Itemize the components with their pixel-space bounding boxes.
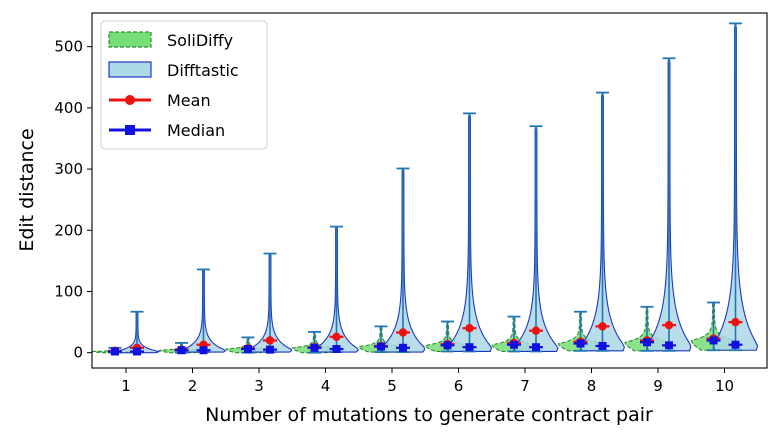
median-marker-solidiffy: [510, 340, 518, 349]
y-axis: 0 100 200 300 400 500: [54, 38, 92, 362]
mean-marker-difftastic: [332, 332, 341, 341]
x-tick-label: 8: [587, 377, 597, 395]
mean-marker-difftastic: [598, 322, 607, 331]
legend-label-mean: Mean: [167, 91, 211, 110]
x-tick-label: 2: [188, 377, 198, 395]
x-tick-label: 5: [387, 377, 397, 395]
y-tick-label: 100: [54, 282, 83, 300]
median-marker-solidiffy: [443, 341, 452, 350]
legend-marker-mean: [125, 95, 135, 105]
median-marker-solidiffy: [643, 338, 651, 347]
median-marker-difftastic: [598, 341, 607, 350]
y-tick-label: 0: [73, 344, 83, 362]
median-marker-solidiffy: [244, 345, 252, 354]
x-tick-label: 4: [321, 377, 331, 395]
median-marker-solidiffy: [709, 336, 718, 345]
plot-frame: [91, 12, 768, 369]
mean-marker-difftastic: [664, 320, 674, 330]
x-axis-label: Number of mutations to generate contract…: [205, 404, 653, 426]
mean-marker-difftastic: [531, 326, 541, 335]
median-marker-difftastic: [199, 346, 208, 355]
x-axis: 1 2 3 4 5 6 7 8 9 10: [121, 368, 734, 395]
median-marker-difftastic: [266, 345, 274, 354]
mean-marker-difftastic: [465, 324, 474, 333]
x-tick-label: 9: [653, 377, 663, 395]
legend: SoliDiffy Difftastic Mean Median: [100, 20, 268, 150]
legend-label-median: Median: [167, 121, 225, 140]
legend-swatch-difftastic: [108, 61, 152, 78]
legend-box: [100, 20, 268, 150]
y-tick-label: 300: [54, 160, 83, 178]
mean-marker-difftastic: [265, 336, 275, 345]
stats-layer: [108, 22, 743, 356]
y-tick-label: 200: [54, 221, 83, 239]
y-tick-label: 500: [54, 38, 83, 56]
median-marker-solidiffy: [310, 343, 319, 352]
median-marker-difftastic: [532, 343, 540, 352]
legend-marker-median: [125, 125, 135, 135]
median-marker-difftastic: [133, 347, 141, 356]
y-tick-label: 400: [54, 99, 83, 117]
median-marker-difftastic: [399, 343, 407, 352]
median-marker-solidiffy: [576, 339, 585, 348]
median-marker-difftastic: [731, 340, 740, 349]
x-tick-label: 6: [454, 377, 464, 395]
median-marker-solidiffy: [177, 346, 186, 355]
legend-label-solidiffy: SoliDiffy: [167, 31, 233, 50]
x-tick-label: 10: [715, 377, 734, 395]
median-marker-solidiffy: [111, 347, 119, 356]
mean-marker-difftastic: [398, 328, 408, 337]
y-axis-label: Edit distance: [16, 128, 38, 251]
mean-marker-difftastic: [731, 317, 740, 327]
median-marker-difftastic: [332, 345, 341, 354]
x-tick-label: 1: [121, 377, 131, 395]
legend-swatch-solidiffy: [108, 31, 152, 48]
x-tick-label: 3: [254, 377, 264, 395]
median-marker-solidiffy: [377, 342, 385, 351]
median-marker-difftastic: [465, 343, 474, 352]
median-marker-difftastic: [665, 341, 673, 350]
x-tick-label: 7: [520, 377, 530, 395]
legend-label-difftastic: Difftastic: [167, 61, 239, 80]
